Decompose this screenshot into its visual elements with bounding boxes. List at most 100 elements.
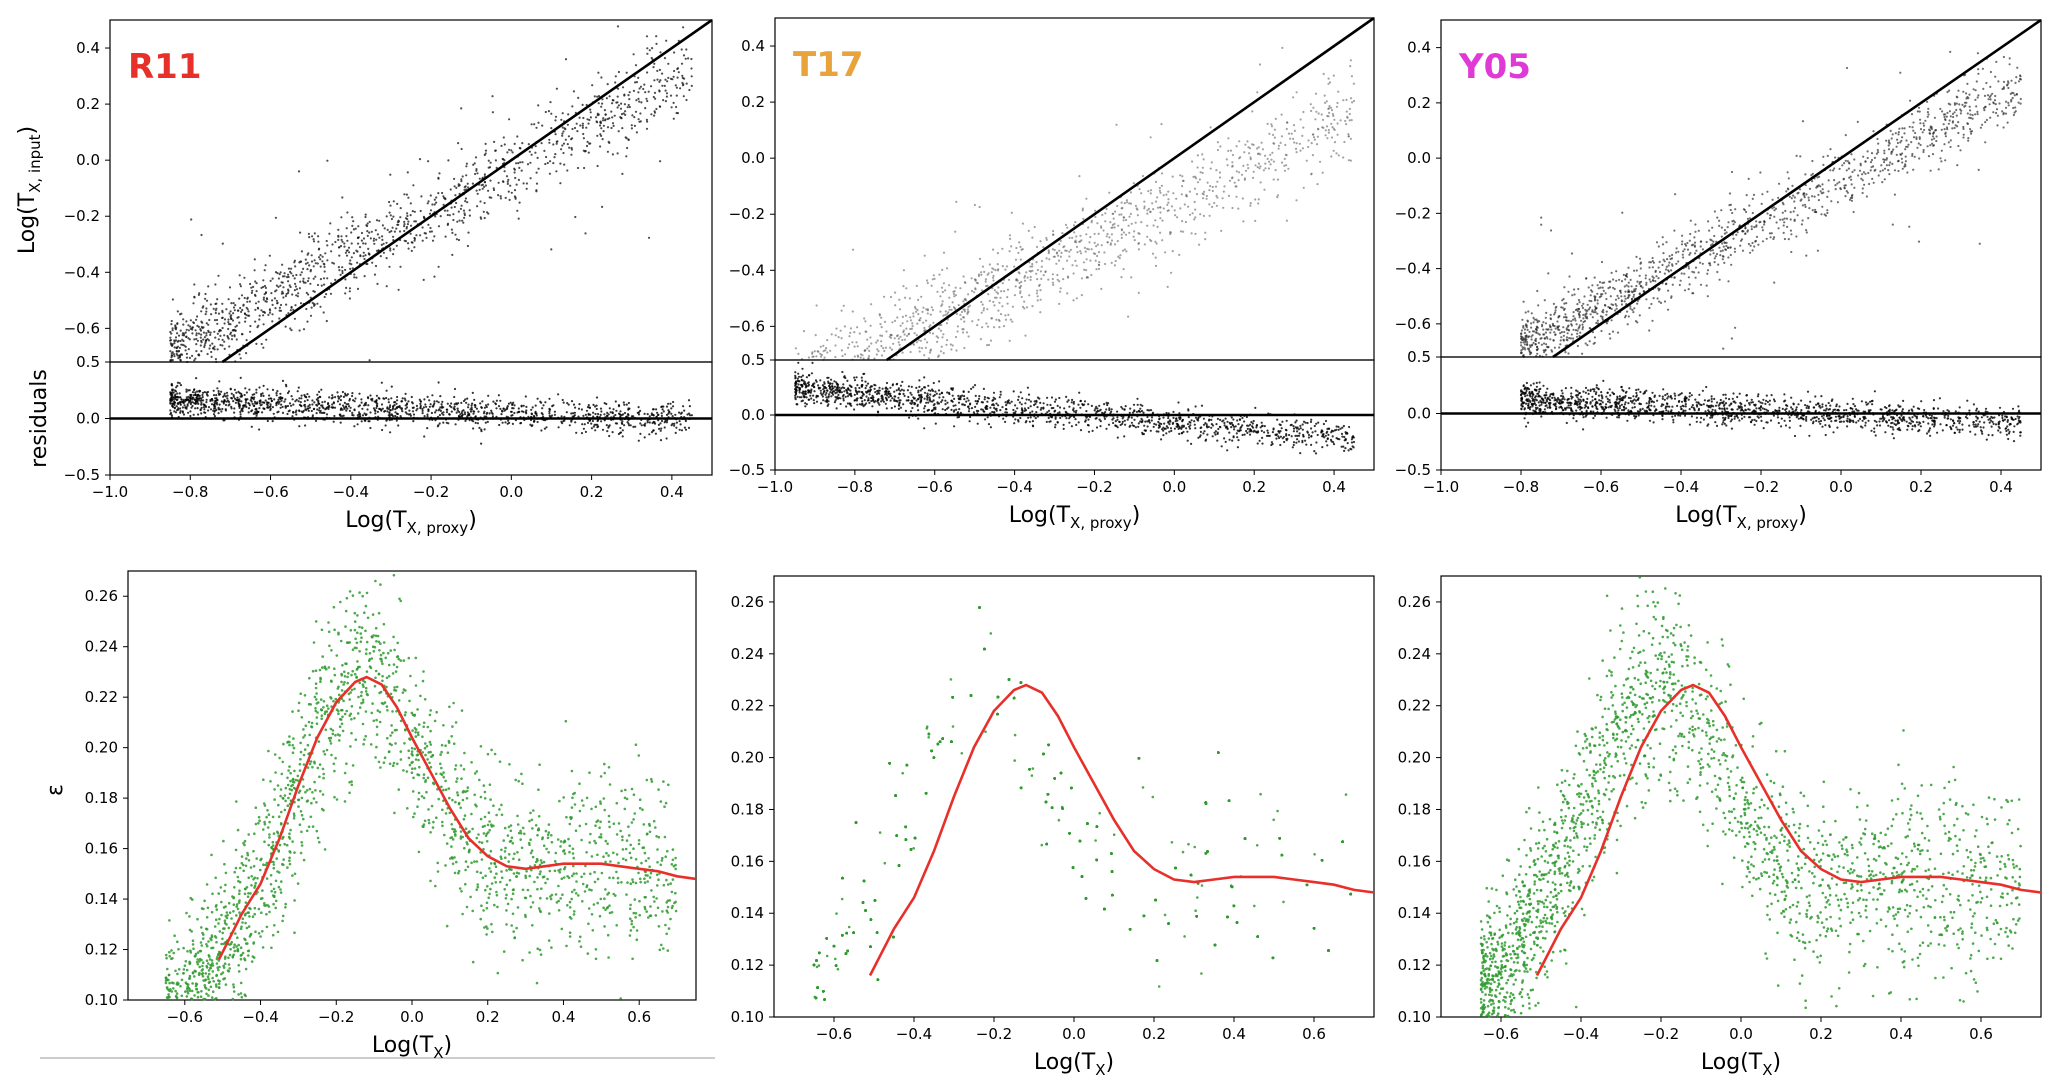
data-point [382, 641, 386, 644]
data-point [1176, 216, 1179, 219]
data-point [372, 650, 376, 653]
data-point [410, 752, 414, 756]
data-point [936, 290, 939, 293]
data-point [446, 222, 450, 225]
data-point [195, 332, 198, 335]
data-point [459, 764, 463, 767]
data-point [210, 398, 214, 401]
data-point [373, 684, 377, 688]
data-point [428, 212, 432, 215]
data-point [284, 294, 287, 298]
data-point [671, 422, 674, 425]
data-point [228, 911, 232, 914]
data-point [221, 344, 224, 347]
data-point [451, 827, 454, 831]
data-point [1259, 165, 1262, 168]
data-point [223, 347, 226, 350]
data-point [544, 401, 547, 404]
data-point [264, 291, 267, 295]
data-point [453, 185, 456, 188]
data-point [255, 391, 258, 394]
data-point [180, 343, 183, 346]
data-point [578, 116, 581, 119]
data-point [170, 957, 173, 961]
data-point [174, 339, 178, 342]
data-point [286, 783, 290, 787]
data-point [415, 234, 418, 237]
data-point [283, 272, 286, 275]
data-point [363, 738, 366, 741]
data-point [437, 225, 441, 228]
data-point [258, 386, 261, 389]
data-point [411, 729, 414, 732]
data-point [597, 412, 600, 416]
data-point [513, 195, 517, 198]
data-point [297, 709, 300, 712]
data-point [648, 830, 652, 834]
data-point [1014, 258, 1018, 261]
data-point [173, 339, 176, 342]
data-point [361, 594, 365, 598]
data-point [503, 159, 506, 162]
data-point [283, 794, 287, 797]
data-point [237, 316, 240, 319]
data-point [1137, 291, 1140, 294]
data-point [488, 828, 492, 832]
data-point [561, 398, 564, 402]
data-point [232, 910, 235, 913]
data-point [292, 781, 296, 784]
data-point [243, 887, 247, 891]
data-point [294, 304, 297, 307]
data-point [250, 410, 253, 413]
data-point [302, 753, 306, 757]
data-point [375, 401, 378, 404]
data-point [181, 406, 184, 409]
data-point [341, 266, 344, 269]
data-point [265, 877, 269, 880]
data-point [191, 401, 194, 404]
data-point [650, 777, 653, 781]
data-point [598, 914, 602, 918]
data-point [334, 756, 337, 760]
data-point [299, 302, 303, 305]
data-point [428, 230, 432, 233]
data-point [546, 161, 549, 165]
data-point [387, 674, 391, 678]
data-point [561, 132, 564, 135]
data-point [236, 949, 240, 953]
data-point [599, 145, 602, 148]
data-point [608, 876, 611, 880]
data-point [381, 662, 384, 665]
data-point [226, 334, 229, 338]
data-point [345, 762, 348, 765]
data-point [288, 832, 291, 835]
data-point [314, 682, 318, 685]
data-point [579, 124, 582, 127]
data-point [489, 870, 493, 873]
data-point [334, 278, 337, 281]
data-point [502, 950, 506, 953]
data-point [638, 877, 642, 881]
data-point [320, 388, 323, 391]
data-point [223, 340, 226, 343]
data-point [412, 420, 415, 423]
data-point [532, 420, 536, 423]
data-point [665, 932, 668, 936]
data-point [595, 407, 598, 411]
data-point [682, 83, 685, 86]
data-point [273, 788, 276, 791]
data-point [511, 407, 514, 410]
data-point [572, 913, 576, 916]
data-point [574, 829, 578, 832]
data-point [464, 868, 467, 872]
data-point [177, 396, 180, 399]
data-point [428, 740, 432, 744]
data-point [308, 787, 312, 791]
data-point [619, 107, 623, 110]
data-point [254, 411, 257, 414]
data-point [635, 81, 639, 84]
data-point [427, 200, 430, 203]
data-point [515, 875, 518, 878]
data-point [200, 926, 203, 929]
data-point [298, 287, 301, 290]
